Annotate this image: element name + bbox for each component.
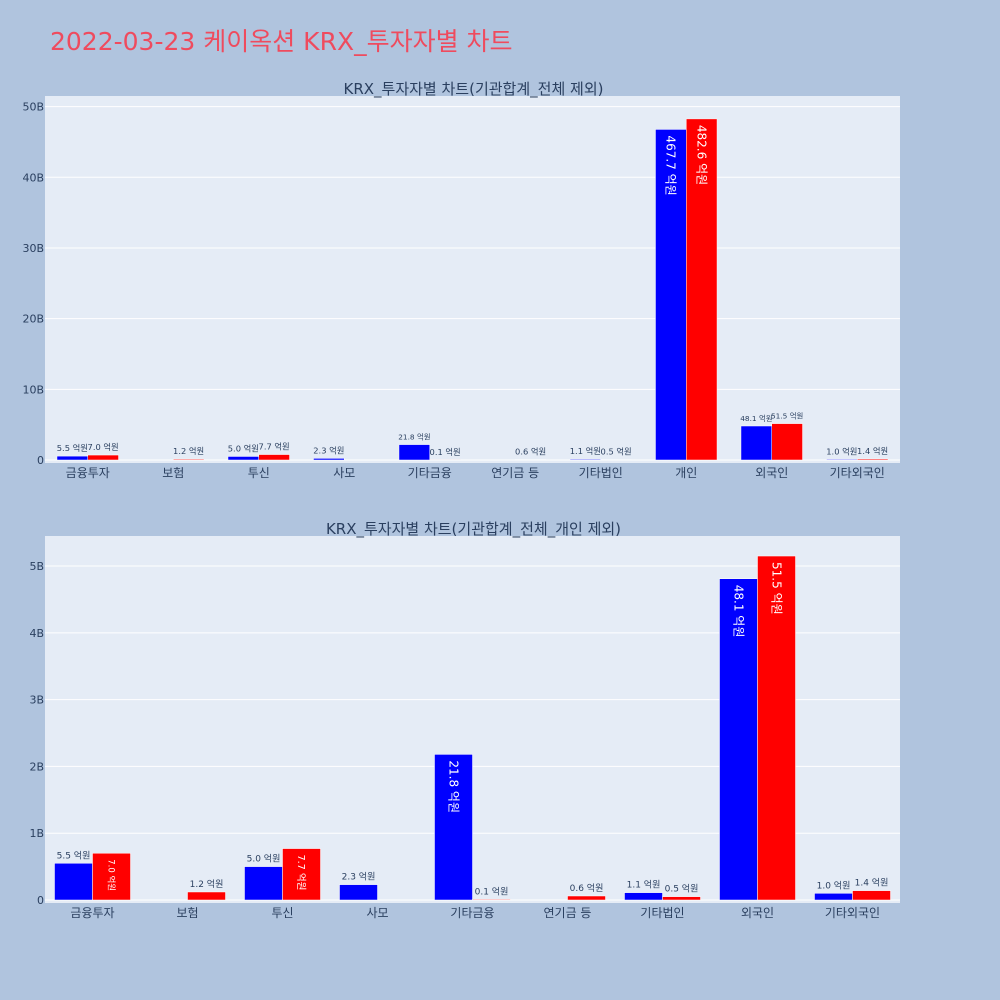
bar xyxy=(740,425,772,461)
bar-label: 0.1 억원 xyxy=(430,447,461,457)
bar xyxy=(244,866,283,901)
y-tick-label: 40B xyxy=(22,171,44,184)
bar xyxy=(719,578,758,901)
y-tick-label: 3B xyxy=(29,694,44,707)
chart-institution-excluded: KRX_투자자별 차트(기관합계_전체 제외) 0 10B 20B 30B 40B 50B 금… xyxy=(22,80,900,480)
bar-label: 51.5 억원 xyxy=(769,562,783,615)
x-tick-label: 기타외국인 xyxy=(830,466,885,480)
bar xyxy=(92,852,131,901)
x-tick-label: 투신 xyxy=(271,906,293,920)
x-tick-label: 연기금 등 xyxy=(491,466,539,480)
page-title: 2022-03-23 케이옥션 KRX_투자자별 차트 xyxy=(50,27,513,56)
bar xyxy=(54,863,93,901)
x-tick-label: 투신 xyxy=(248,466,270,480)
bar xyxy=(857,458,889,461)
y-tick-label: 4B xyxy=(29,627,44,640)
bar-label: 0.5 억원 xyxy=(665,883,699,895)
bar-label: 0.1 억원 xyxy=(475,885,509,897)
bar-label: 21.8 억원 xyxy=(446,760,460,813)
x-tick-label: 보험 xyxy=(176,906,198,920)
bar xyxy=(227,456,260,461)
y-tick-label: 20B xyxy=(22,313,44,326)
x-tick-label: 기타금융 xyxy=(450,906,494,920)
x-tick-label: 금융투자 xyxy=(70,906,114,920)
bar-label: 467.7 억원 xyxy=(664,135,678,195)
y-tick-label: 0 xyxy=(37,454,44,467)
bar-label: 1.0 억원 xyxy=(817,879,851,891)
bar xyxy=(434,754,473,901)
bar-label: 2.3 억원 xyxy=(342,871,376,883)
bar xyxy=(87,454,119,461)
y-tick-label: 2B xyxy=(29,760,44,773)
chart-individual-excluded: KRX_투자자별 차트(기관합계_전체_개인 제외) 0 1B 2B 3B 4B 5B 금융투… xyxy=(29,520,900,920)
bar xyxy=(173,458,205,461)
x-tick-label: 사모 xyxy=(333,466,355,480)
bar-label: 51.5 억원 xyxy=(771,412,803,421)
bar-label: 5.0 억원 xyxy=(228,443,259,453)
bar xyxy=(852,890,891,901)
bar xyxy=(282,848,321,901)
bar-label: 0.6 억원 xyxy=(570,882,604,894)
bar xyxy=(826,459,858,461)
bar xyxy=(187,891,226,901)
chart-title: KRX_투자자별 차트(기관합계_전체 제외) xyxy=(344,80,604,99)
bar-label: 48.1 억원 xyxy=(731,585,745,638)
bar xyxy=(567,895,606,901)
bar-label: 1.0 억원 xyxy=(826,446,857,456)
bar-label: 1.1 억원 xyxy=(570,446,601,456)
bar-label: 0.5 억원 xyxy=(601,447,632,457)
bar-label: 5.0 억원 xyxy=(247,853,281,865)
y-tick-label: 10B xyxy=(22,383,44,396)
y-tick-label: 0 xyxy=(37,894,44,907)
x-tick-label: 기타법인 xyxy=(579,466,623,480)
x-tick-label: 기타법인 xyxy=(640,906,684,920)
bar-label: 1.1 억원 xyxy=(627,879,661,891)
bar xyxy=(398,444,431,461)
x-tick-label: 보험 xyxy=(162,466,184,480)
bar xyxy=(686,118,718,461)
bar-label: 5.5 억원 xyxy=(57,849,91,861)
bar-label: 5.5 억원 xyxy=(57,443,88,453)
x-tick-label: 사모 xyxy=(366,906,388,920)
y-tick-label: 1B xyxy=(29,827,44,840)
y-tick-label: 50B xyxy=(22,101,44,114)
bar-label: 21.8 억원 xyxy=(398,433,430,442)
bar-label: 1.4 억원 xyxy=(857,446,888,456)
chart-title: KRX_투자자별 차트(기관합계_전체_개인 제외) xyxy=(326,520,621,539)
bar-label: 2.3 억원 xyxy=(313,445,344,455)
bar xyxy=(757,555,796,901)
bar-label: 7.7 억원 xyxy=(259,442,290,452)
bar-label: 1.2 억원 xyxy=(173,446,204,456)
y-tick-label: 30B xyxy=(22,242,44,255)
bar xyxy=(313,458,345,461)
bar xyxy=(814,893,853,901)
x-tick-label: 연기금 등 xyxy=(544,906,592,920)
bar xyxy=(569,458,601,461)
bar xyxy=(339,884,378,901)
x-tick-label: 기타금융 xyxy=(408,466,452,480)
bar-label: 7.0 억원 xyxy=(88,442,119,452)
x-tick-label: 금융투자 xyxy=(66,466,110,480)
bar-label: 7.0 억원 xyxy=(106,859,117,891)
bar xyxy=(662,896,701,901)
bar-label: 1.4 억원 xyxy=(855,877,889,889)
bar-label: 1.2 억원 xyxy=(190,878,224,890)
bar-label: 48.1 억원 xyxy=(740,414,772,423)
bar xyxy=(771,423,803,461)
x-tick-label: 기타외국인 xyxy=(825,906,880,920)
bar-label: 482.6 억원 xyxy=(694,125,708,185)
bar xyxy=(624,892,663,901)
y-tick-label: 5B xyxy=(29,560,44,573)
plot-area xyxy=(45,96,900,463)
bar xyxy=(56,455,89,461)
bar-label: 7.7 억원 xyxy=(295,855,307,891)
bar-label: 0.6 억원 xyxy=(515,447,546,457)
x-tick-label: 개인 xyxy=(675,466,697,480)
x-tick-label: 외국인 xyxy=(741,906,774,920)
bar xyxy=(472,899,511,901)
bar xyxy=(258,454,290,461)
x-tick-label: 외국인 xyxy=(755,466,788,480)
